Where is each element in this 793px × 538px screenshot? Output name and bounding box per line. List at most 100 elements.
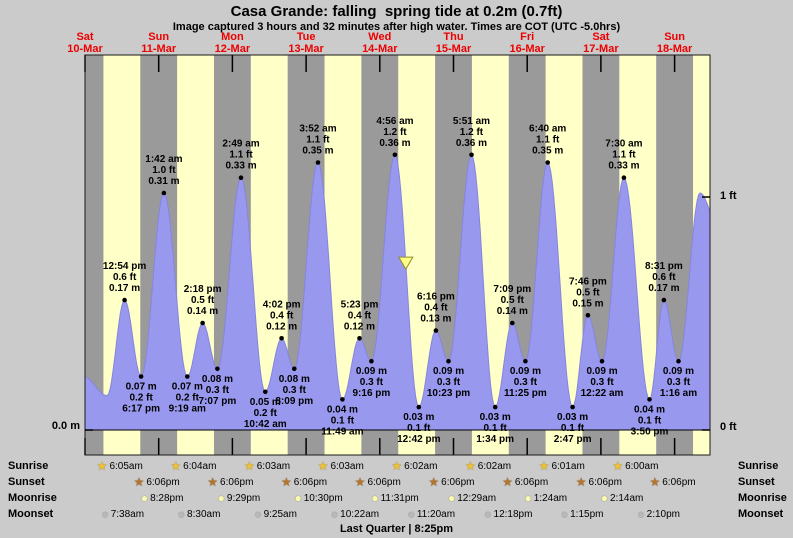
page-title: Casa Grande: falling spring tide at 0.2m… — [230, 3, 563, 20]
moonrise-row-label-right: Moonrise — [738, 492, 787, 504]
high-tide-label: 7:46 pm 0.5 ft 0.15 m — [569, 276, 607, 309]
moonrise-event: ● 1:24am — [524, 492, 567, 505]
y-axis-right-zero-ft-label: 0 ft — [720, 421, 737, 433]
moonset-row-label-left: Moonset — [8, 508, 54, 520]
sunset-star-icon: ★ — [575, 475, 587, 489]
sunset-time: 6:06pm — [514, 477, 549, 488]
tide-point-dot — [510, 320, 515, 326]
tide-point-dot — [446, 358, 451, 364]
moonrise-circle-icon: ● — [371, 491, 379, 505]
moonset-time: 9:25am — [263, 509, 297, 520]
sunset-time: 6:06pm — [220, 477, 254, 488]
sunset-event: ★ 6:06pm — [502, 476, 548, 489]
low-tide-label: 0.09 m 0.3 ft 10:23 pm — [427, 366, 470, 399]
moonset-circle-icon: ● — [177, 507, 186, 521]
moonset-circle-icon: ● — [330, 507, 339, 521]
high-tide-label: 2:18 pm 0.5 ft 0.14 m — [184, 284, 222, 317]
moonrise-time: 12:29am — [457, 493, 497, 504]
tide-point-dot — [200, 320, 205, 326]
high-tide-label: 1:42 am 1.0 ft 0.31 m — [145, 154, 182, 187]
tide-point-dot — [433, 328, 439, 333]
high-tide-label: 5:51 am 1.2 ft 0.36 m — [453, 116, 490, 149]
sunrise-star-icon: ★ — [391, 459, 403, 473]
low-tide-label: 0.03 m 0.1 ft 2:47 pm — [554, 412, 592, 445]
sunset-time: 6:06pm — [588, 477, 622, 488]
moonrise-circle-icon: ● — [524, 491, 532, 505]
sunset-time: 6:06pm — [441, 477, 475, 488]
high-tide-label: 6:40 am 1.1 ft 0.35 m — [529, 123, 566, 156]
sunset-row-label-left: Sunset — [8, 476, 45, 488]
sunrise-star-icon: ★ — [538, 459, 550, 473]
sunset-star-icon: ★ — [428, 475, 440, 489]
tide-point-dot — [492, 404, 498, 410]
current-tide-marker — [397, 256, 414, 271]
moonrise-time: 9:29pm — [226, 493, 261, 504]
sunrise-event: ★ 6:04am — [170, 460, 216, 473]
sunrise-time: 6:01am — [551, 461, 585, 472]
moonset-time: 7:38am — [110, 509, 145, 520]
tide-point-dot — [238, 175, 244, 180]
moonset-circle-icon: ● — [637, 507, 645, 521]
moonrise-time: 11:31pm — [380, 493, 419, 504]
tide-point-dot — [570, 404, 575, 410]
sunrise-star-icon: ★ — [170, 459, 182, 473]
high-tide-label: 6:16 pm 0.4 ft 0.13 m — [417, 292, 455, 325]
moonset-time: 1:15pm — [570, 509, 604, 520]
moonset-event: ● 9:25am — [254, 508, 297, 521]
sunset-time: 6:06pm — [146, 477, 180, 488]
sunrise-event: ★ 6:03am — [244, 460, 290, 473]
sunrise-event: ★ 6:02am — [465, 460, 511, 473]
tide-point-dot — [392, 152, 398, 158]
tide-point-dot — [369, 358, 374, 364]
sunrise-star-icon: ★ — [243, 459, 255, 473]
sunset-star-icon: ★ — [133, 475, 145, 489]
sunset-time: 6:06pm — [662, 477, 696, 488]
high-tide-label: 7:09 pm 0.5 ft 0.14 m — [493, 284, 531, 317]
moonrise-circle-icon: ● — [217, 491, 225, 505]
sunrise-event: ★ 6:05am — [97, 460, 143, 473]
sunrise-row-label-right: Sunrise — [738, 460, 779, 472]
moonrise-circle-icon: ● — [447, 491, 456, 505]
low-tide-label: 0.09 m 0.3 ft 1:16 am — [660, 366, 697, 399]
sunset-event: ★ 6:06pm — [207, 476, 253, 489]
low-tide-label: 0.08 m 0.3 ft 8:09 pm — [275, 374, 313, 407]
low-tide-label: 0.08 m 0.3 ft 7:07 pm — [199, 374, 237, 407]
sunrise-time: 6:04am — [183, 461, 217, 472]
sunrise-star-icon: ★ — [612, 459, 624, 473]
high-tide-label: 12:54 pm 0.6 ft 0.17 m — [103, 261, 146, 294]
low-tide-label: 0.09 m 0.3 ft 11:25 pm — [504, 366, 547, 399]
sunrise-star-icon: ★ — [465, 459, 476, 473]
tide-point-dot — [416, 404, 422, 410]
sunset-event: ★ 6:06pm — [281, 476, 327, 489]
moonset-time: 12:18pm — [493, 509, 533, 520]
day-label: Sat 10-Mar — [67, 31, 103, 55]
sunset-star-icon: ★ — [502, 475, 513, 489]
day-label: Mon 12-Mar — [214, 31, 251, 55]
moonrise-event: ● 11:31pm — [371, 492, 418, 505]
tide-point-dot — [621, 175, 627, 180]
low-tide-label: 0.03 m 0.1 ft 1:34 pm — [476, 412, 514, 445]
tide-point-dot — [357, 336, 362, 341]
sunset-row-label-right: Sunset — [738, 476, 775, 488]
moonrise-time: 10:30pm — [303, 493, 343, 504]
sunrise-time: 6:02am — [404, 461, 438, 472]
tide-point-dot — [185, 374, 190, 379]
sunset-event: ★ 6:06pm — [134, 476, 180, 489]
tide-point-dot — [138, 374, 144, 379]
moonset-row-label-right: Moonset — [738, 508, 784, 520]
sunrise-time: 6:05am — [109, 461, 143, 472]
plot-border — [84, 54, 711, 456]
sunrise-star-icon: ★ — [96, 459, 108, 473]
sunset-event: ★ 6:06pm — [355, 476, 401, 489]
tide-point-dot — [647, 397, 652, 402]
tide-point-dot — [469, 152, 474, 158]
low-tide-label: 0.05 m 0.2 ft 10:42 am — [244, 397, 287, 430]
day-label: Sun 18-Mar — [656, 31, 693, 55]
moonset-event: ● 12:18pm — [484, 508, 532, 521]
moonset-time: 2:10pm — [646, 509, 680, 520]
sunrise-event: ★ 6:02am — [391, 460, 437, 473]
moonset-circle-icon: ● — [407, 507, 415, 521]
tide-point-dot — [279, 336, 284, 341]
sunset-star-icon: ★ — [649, 475, 661, 489]
